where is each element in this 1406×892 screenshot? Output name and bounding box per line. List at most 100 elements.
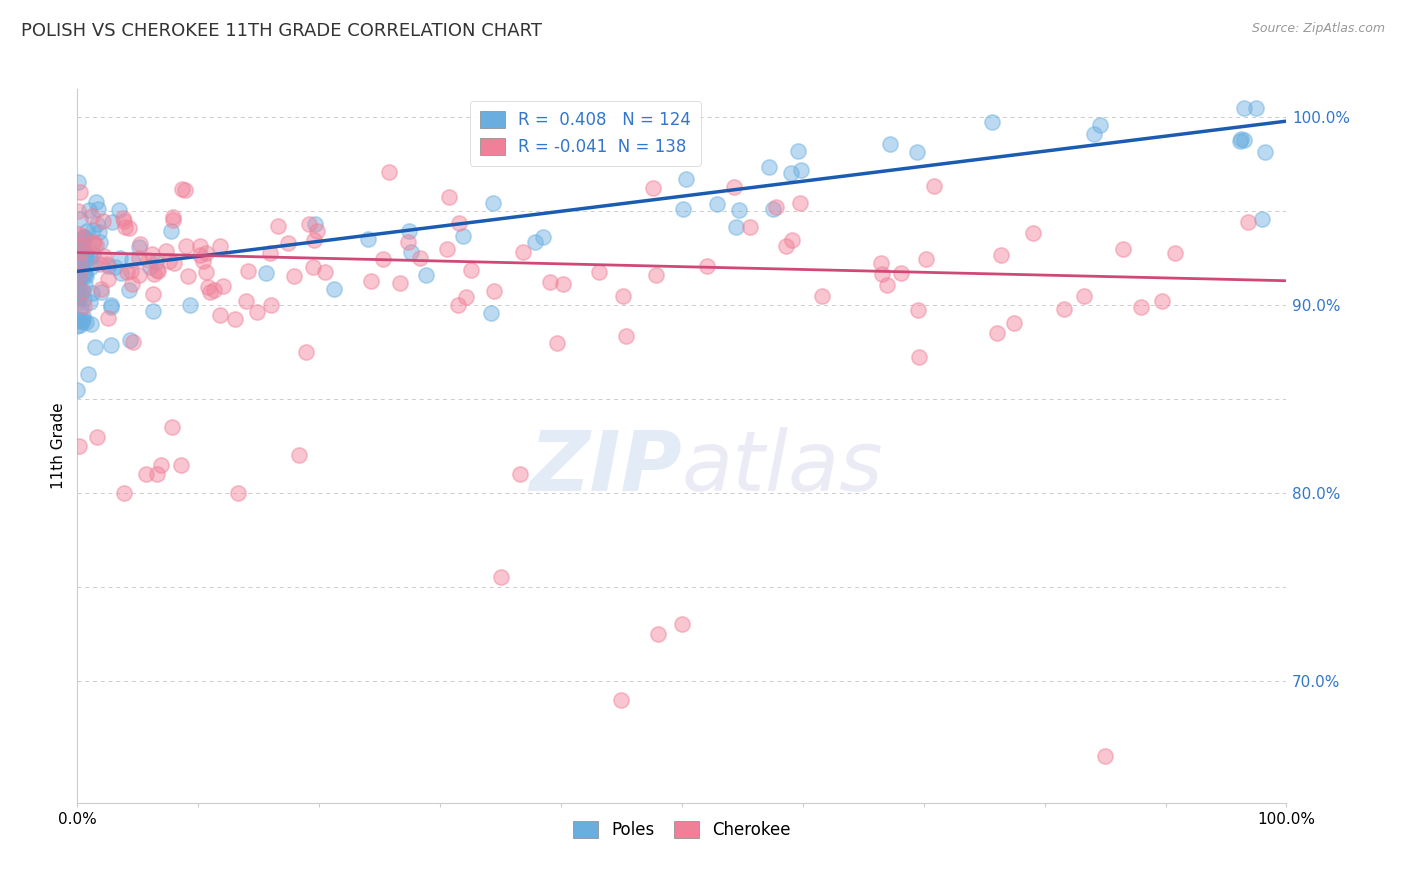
Point (73, 267, 96, 281)
Point (72, 237, 94, 252)
Point (908, 350, 931, 364)
Point (142, 287, 165, 301)
Point (66, 275, 89, 289)
Point (75, 252, 97, 267)
Point (588, 265, 610, 279)
Point (357, 232, 380, 246)
Point (80, 285, 103, 300)
Point (67, 439, 90, 453)
Point (73, 292, 96, 306)
Point (162, 210, 184, 224)
Point (460, 263, 482, 277)
Point (112, 211, 135, 226)
Point (128, 240, 150, 254)
Point (810, 289, 832, 303)
Point (174, 183, 197, 197)
Point (226, 486, 249, 500)
Point (66, 268, 89, 283)
Point (775, 239, 797, 253)
Point (112, 214, 135, 228)
Point (254, 266, 277, 280)
Point (1150, 294, 1173, 309)
Point (84, 340, 107, 354)
Point (66, 294, 89, 309)
Point (179, 298, 201, 312)
Point (1229, 134, 1251, 148)
Point (66, 286, 89, 301)
Point (762, 202, 785, 217)
Point (118, 283, 141, 297)
Point (86, 218, 108, 232)
Point (73, 232, 96, 246)
Point (79, 250, 101, 264)
Point (72, 260, 94, 275)
Point (1002, 316, 1025, 330)
Point (150, 458, 173, 472)
Point (531, 229, 554, 244)
Point (67, 291, 90, 305)
Point (101, 215, 124, 229)
Point (765, 200, 787, 214)
Point (67, 273, 90, 287)
Point (80, 209, 103, 223)
Point (128, 252, 150, 266)
Y-axis label: 11th Grade: 11th Grade (51, 402, 66, 490)
Point (1229, 132, 1251, 146)
Point (66, 319, 89, 334)
Point (66, 271, 89, 285)
Point (121, 253, 143, 268)
Point (647, 627, 669, 641)
Point (378, 165, 401, 179)
Point (1053, 302, 1076, 317)
Point (66, 227, 89, 241)
Point (235, 293, 257, 308)
Point (120, 264, 142, 278)
Point (188, 239, 211, 253)
Point (224, 311, 246, 326)
Point (66, 291, 89, 305)
Point (512, 245, 534, 260)
Point (66, 272, 89, 286)
Point (82, 223, 104, 237)
Point (66, 267, 89, 281)
Point (1251, 211, 1274, 226)
Point (553, 277, 575, 292)
Point (84, 194, 107, 209)
Point (76, 224, 98, 238)
Point (305, 224, 328, 238)
Point (157, 253, 180, 268)
Point (723, 180, 745, 194)
Point (1088, 118, 1111, 132)
Point (79, 202, 101, 217)
Point (451, 229, 474, 244)
Point (107, 203, 129, 218)
Point (66, 383, 89, 397)
Point (371, 252, 394, 267)
Text: POLISH VS CHEROKEE 11TH GRADE CORRELATION CHART: POLISH VS CHEROKEE 11TH GRADE CORRELATIO… (21, 22, 543, 40)
Point (415, 268, 437, 282)
Point (176, 269, 198, 284)
Point (1164, 246, 1187, 260)
Point (398, 223, 420, 237)
Point (789, 195, 811, 210)
Point (1083, 128, 1105, 142)
Point (69, 312, 91, 326)
Point (612, 289, 634, 303)
Point (73, 240, 96, 254)
Point (236, 263, 259, 277)
Point (447, 216, 470, 230)
Point (399, 245, 422, 260)
Point (484, 284, 506, 298)
Point (89, 235, 111, 250)
Point (195, 265, 218, 279)
Point (790, 162, 813, 177)
Point (1112, 242, 1135, 256)
Point (115, 265, 138, 279)
Point (136, 252, 159, 267)
Point (90, 285, 112, 300)
Point (66, 243, 89, 257)
Point (146, 467, 169, 482)
Point (162, 213, 184, 227)
Point (905, 145, 928, 160)
Point (66, 312, 89, 326)
